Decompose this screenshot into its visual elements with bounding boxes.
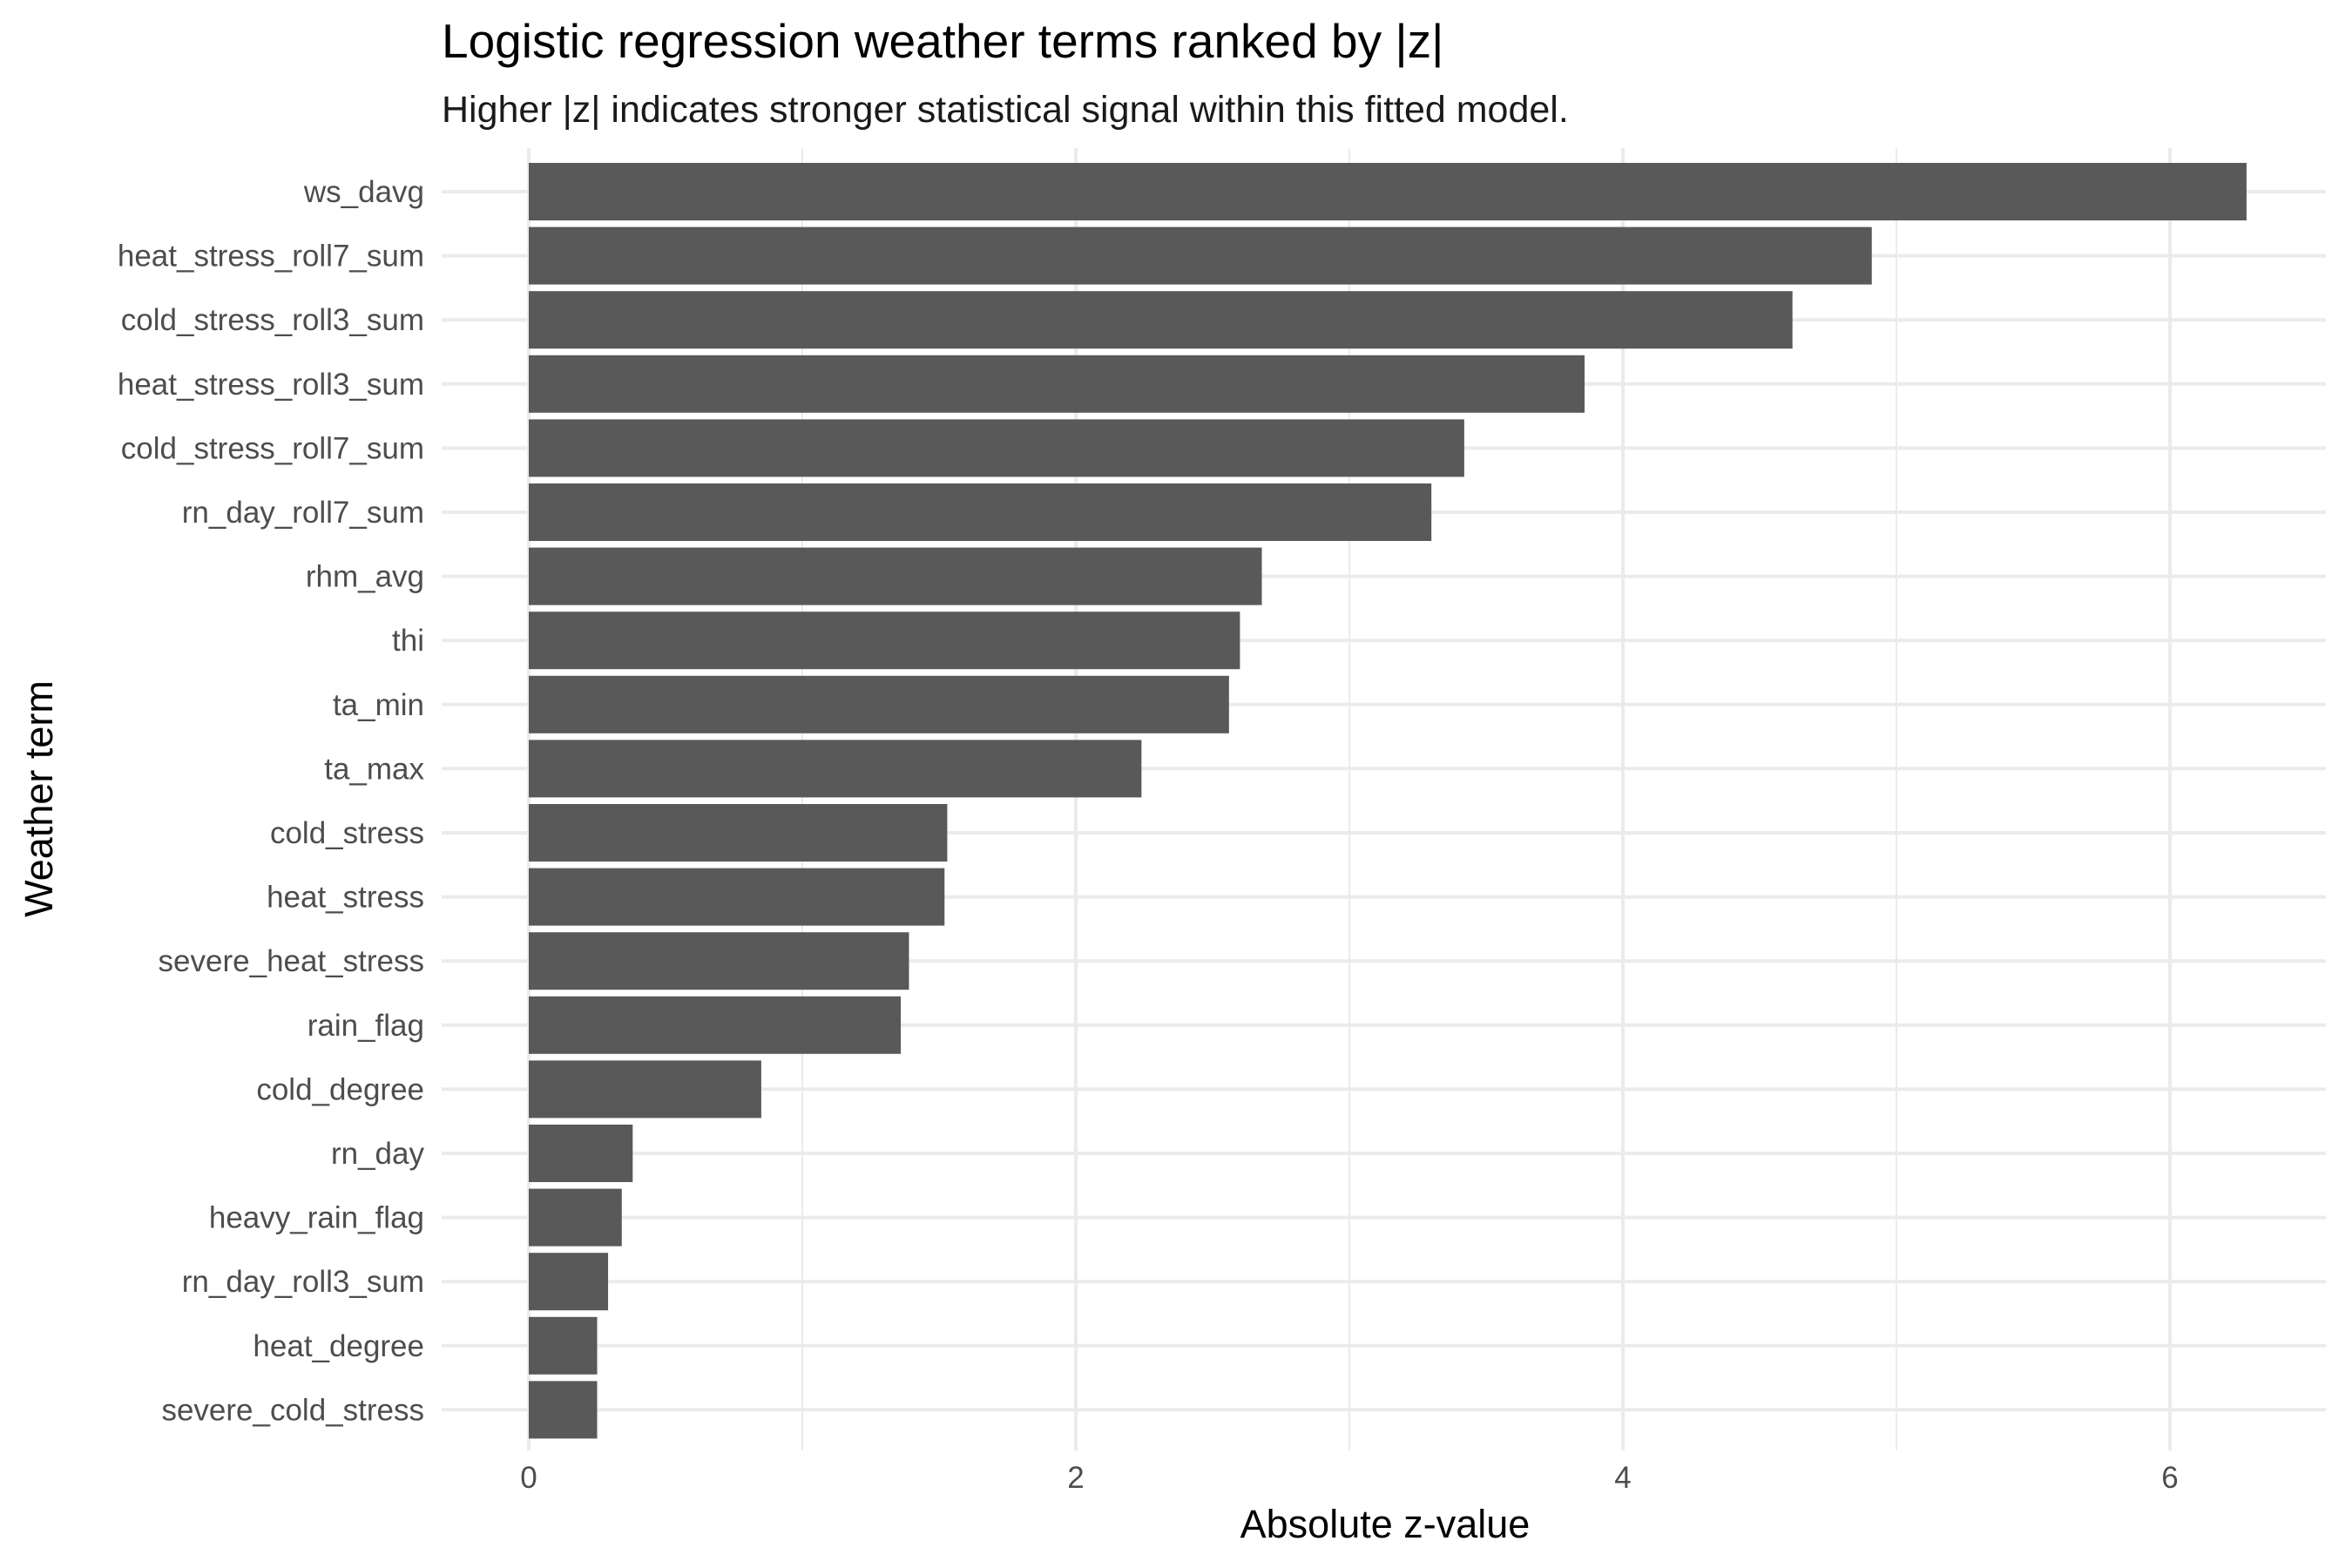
y-tick-label: severe_cold_stress bbox=[161, 1393, 424, 1427]
x-tick-label: 2 bbox=[1067, 1461, 1084, 1495]
y-tick-label: heat_stress_roll3_sum bbox=[118, 368, 424, 402]
x-tick-labels: 0 2 4 6 bbox=[520, 1461, 2178, 1495]
bar bbox=[529, 355, 1585, 413]
y-tick-label: thi bbox=[392, 624, 424, 658]
bar bbox=[529, 740, 1142, 798]
bar bbox=[529, 996, 902, 1054]
bar bbox=[529, 483, 1432, 541]
y-tick-label: rn_day_roll7_sum bbox=[182, 496, 424, 530]
bar bbox=[529, 419, 1464, 477]
y-tick-label: rhm_avg bbox=[306, 560, 424, 594]
x-tick-label: 0 bbox=[520, 1461, 537, 1495]
y-tick-label: heavy_rain_flag bbox=[209, 1201, 424, 1235]
y-tick-label: heat_degree bbox=[253, 1329, 424, 1363]
y-tick-label: cold_stress_roll3_sum bbox=[121, 303, 424, 337]
bar bbox=[529, 1188, 622, 1247]
bar bbox=[529, 675, 1229, 733]
chart-subtitle: Higher |z| indicates stronger statistica… bbox=[442, 89, 1569, 131]
bar bbox=[529, 1253, 609, 1311]
y-tick-label: severe_heat_stress bbox=[159, 944, 424, 978]
y-tick-labels: ws_davg heat_stress_roll7_sum cold_stress_… bbox=[118, 175, 425, 1427]
y-tick-label: cold_degree bbox=[256, 1072, 424, 1106]
y-tick-label: heat_stress_roll7_sum bbox=[118, 240, 424, 274]
x-tick-label: 6 bbox=[2161, 1461, 2178, 1495]
bar bbox=[529, 1125, 633, 1182]
bar bbox=[529, 804, 948, 862]
chart-title: Logistic regression weather terms ranked… bbox=[442, 14, 1443, 68]
y-tick-label: ws_davg bbox=[303, 175, 424, 209]
bar bbox=[529, 1316, 598, 1375]
y-axis-label: Weather term bbox=[17, 680, 61, 917]
y-tick-label: ta_max bbox=[324, 752, 424, 786]
bar bbox=[529, 226, 1872, 285]
y-tick-label: rain_flag bbox=[308, 1009, 424, 1043]
x-axis-label: Absolute z-value bbox=[1240, 1502, 1531, 1546]
bar bbox=[529, 1381, 598, 1439]
y-tick-label: cold_stress_roll7_sum bbox=[121, 431, 424, 465]
bars bbox=[529, 163, 2247, 1439]
y-tick-label: heat_stress bbox=[267, 881, 424, 915]
y-tick-label: cold_stress bbox=[270, 816, 424, 850]
y-tick-label: ta_min bbox=[333, 688, 424, 722]
bar bbox=[529, 868, 945, 926]
x-tick-label: 4 bbox=[1614, 1461, 1631, 1495]
bar bbox=[529, 291, 1793, 349]
bar bbox=[529, 547, 1262, 605]
bar bbox=[529, 163, 2247, 220]
bar bbox=[529, 932, 909, 990]
bar bbox=[529, 1060, 761, 1119]
bar bbox=[529, 612, 1240, 670]
y-tick-label: rn_day_roll3_sum bbox=[182, 1265, 424, 1299]
y-tick-label: rn_day bbox=[331, 1137, 425, 1171]
